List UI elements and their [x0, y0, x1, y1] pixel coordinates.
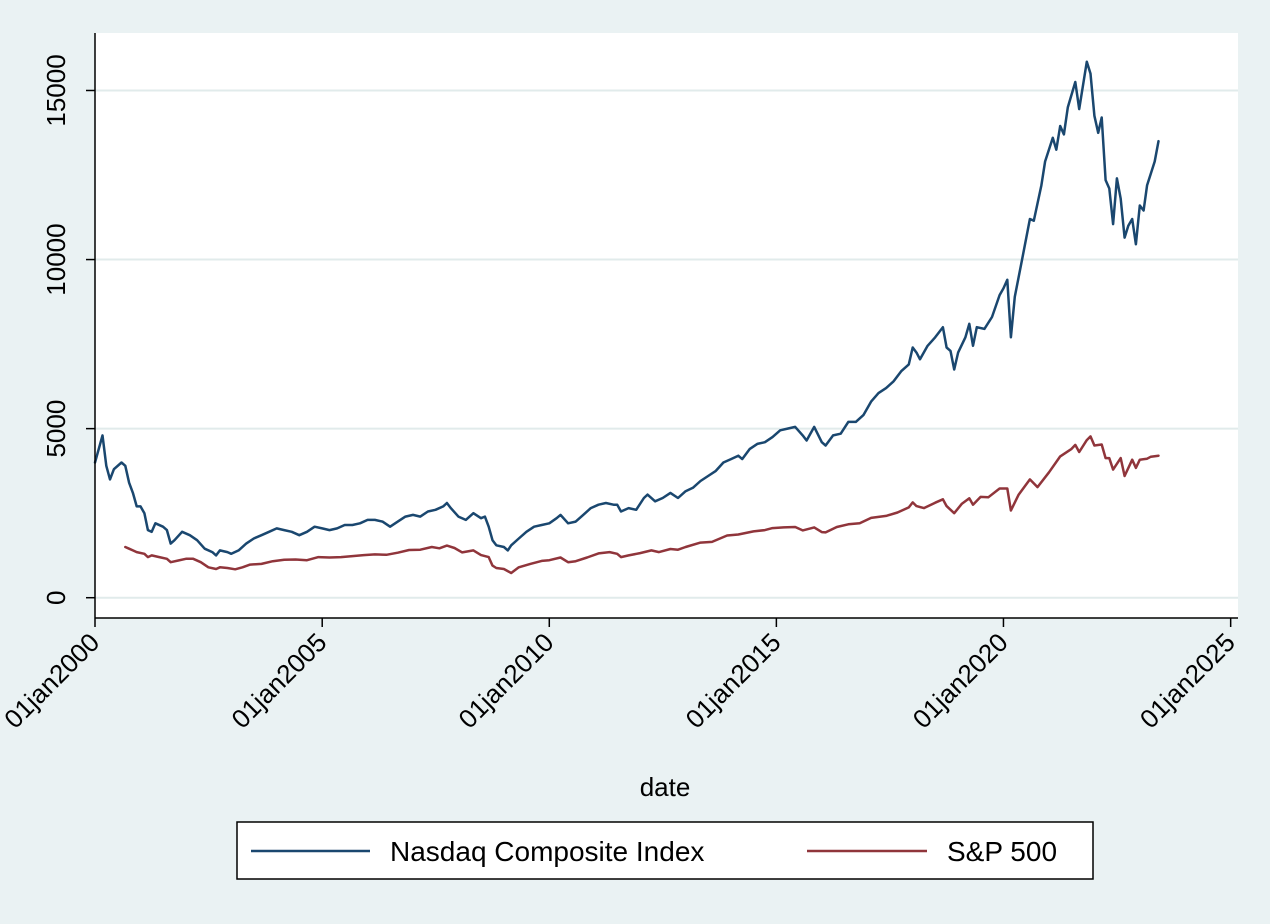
series-line-nasdaq — [93, 60, 1160, 557]
legend-box — [236, 821, 1094, 880]
x-axis-title: date — [640, 772, 691, 802]
legend-label-nasdaq: Nasdaq Composite Index — [390, 836, 704, 867]
y-tick-label-0: 0 — [41, 590, 71, 604]
y-axis-ticks: 0 5000 10000 15000 — [41, 54, 95, 605]
series-layer — [93, 60, 1160, 575]
y-tick-label-15000: 15000 — [41, 54, 71, 126]
y-tick-label-5000: 5000 — [41, 400, 71, 458]
legend-label-sp500: S&P 500 — [947, 836, 1057, 867]
series-line-sp500 — [124, 435, 1160, 575]
legend: Nasdaq Composite Index S&P 500 — [236, 821, 1094, 880]
plot-area — [95, 33, 1238, 618]
y-tick-label-10000: 10000 — [41, 223, 71, 295]
gridlines — [95, 89, 1238, 599]
